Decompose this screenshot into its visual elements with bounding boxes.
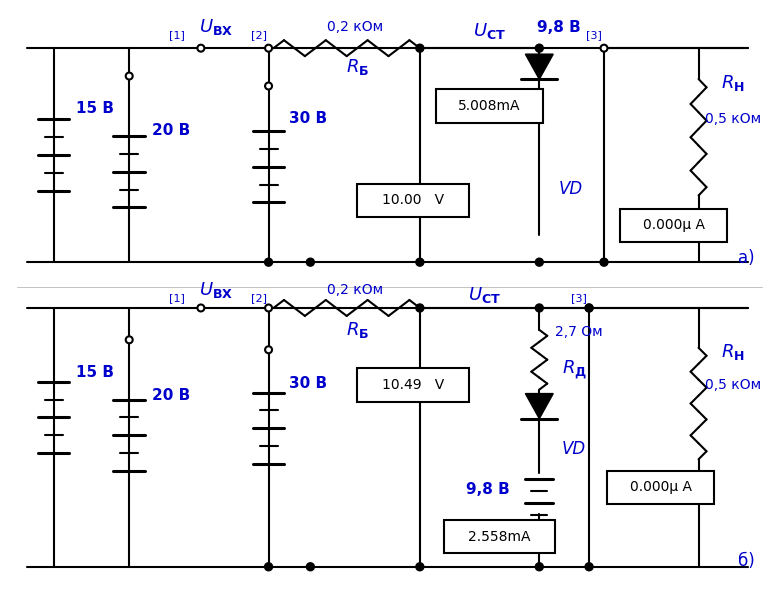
Circle shape bbox=[125, 73, 132, 80]
Text: 0,2 кОм: 0,2 кОм bbox=[327, 20, 383, 34]
Text: а): а) bbox=[738, 249, 755, 267]
Text: 2,7 Ом: 2,7 Ом bbox=[555, 325, 603, 339]
FancyBboxPatch shape bbox=[620, 209, 728, 242]
Circle shape bbox=[535, 563, 543, 571]
Text: 9,8 В: 9,8 В bbox=[466, 482, 509, 497]
Text: 10.49   V: 10.49 V bbox=[382, 377, 444, 392]
Circle shape bbox=[601, 44, 608, 52]
Text: 15 В: 15 В bbox=[76, 101, 115, 116]
FancyBboxPatch shape bbox=[357, 184, 469, 217]
Text: 5.008mA: 5.008mA bbox=[458, 99, 521, 113]
Circle shape bbox=[265, 346, 272, 353]
Text: [3]: [3] bbox=[571, 293, 587, 303]
Text: $R_{\mathbf{Б}}$: $R_{\mathbf{Б}}$ bbox=[346, 57, 368, 77]
Text: $R_{\mathbf{Д}}$: $R_{\mathbf{Д}}$ bbox=[562, 358, 587, 381]
Circle shape bbox=[265, 83, 272, 89]
Text: $R_{\mathbf{Б}}$: $R_{\mathbf{Б}}$ bbox=[346, 320, 368, 340]
FancyBboxPatch shape bbox=[607, 471, 714, 503]
Circle shape bbox=[585, 304, 593, 312]
FancyBboxPatch shape bbox=[435, 89, 543, 123]
Circle shape bbox=[535, 258, 543, 266]
Text: б): б) bbox=[738, 552, 755, 570]
Text: [3]: [3] bbox=[586, 30, 602, 40]
Circle shape bbox=[197, 304, 204, 311]
FancyBboxPatch shape bbox=[357, 368, 469, 401]
Circle shape bbox=[125, 337, 132, 343]
Circle shape bbox=[416, 258, 424, 266]
Text: 20 В: 20 В bbox=[152, 123, 190, 138]
Circle shape bbox=[197, 44, 204, 52]
Circle shape bbox=[535, 304, 543, 312]
Circle shape bbox=[585, 563, 593, 571]
Text: $U_{\mathbf{ВХ}}$: $U_{\mathbf{ВХ}}$ bbox=[199, 17, 233, 37]
Circle shape bbox=[265, 304, 272, 311]
Text: 0,2 кОм: 0,2 кОм bbox=[327, 283, 383, 297]
Text: [1]: [1] bbox=[169, 293, 185, 303]
Circle shape bbox=[416, 44, 424, 52]
Circle shape bbox=[586, 304, 593, 311]
Text: 15 В: 15 В bbox=[76, 365, 115, 380]
Circle shape bbox=[535, 44, 543, 52]
Text: [2]: [2] bbox=[251, 293, 266, 303]
Text: [2]: [2] bbox=[251, 30, 266, 40]
Text: 20 В: 20 В bbox=[152, 388, 190, 403]
Text: $U_{\mathbf{ВХ}}$: $U_{\mathbf{ВХ}}$ bbox=[199, 280, 233, 300]
Circle shape bbox=[265, 44, 272, 52]
Text: $U_{\mathbf{СТ}}$: $U_{\mathbf{СТ}}$ bbox=[473, 21, 506, 41]
Polygon shape bbox=[525, 54, 553, 79]
Text: 0,5 кОм: 0,5 кОм bbox=[705, 112, 761, 126]
FancyBboxPatch shape bbox=[444, 520, 555, 553]
Text: 0.000μ A: 0.000μ A bbox=[629, 480, 692, 494]
Text: 30 В: 30 В bbox=[289, 376, 327, 391]
Text: VD: VD bbox=[562, 440, 587, 458]
Circle shape bbox=[306, 563, 315, 571]
Circle shape bbox=[306, 258, 315, 266]
Text: VD: VD bbox=[559, 179, 583, 197]
Text: 30 В: 30 В bbox=[289, 112, 327, 127]
Circle shape bbox=[416, 304, 424, 312]
Text: $U_{\mathbf{СТ}}$: $U_{\mathbf{СТ}}$ bbox=[468, 285, 501, 305]
Polygon shape bbox=[525, 394, 553, 419]
Text: 9,8 В: 9,8 В bbox=[538, 20, 581, 35]
Text: $R_{\mathbf{Н}}$: $R_{\mathbf{Н}}$ bbox=[721, 73, 746, 93]
Circle shape bbox=[416, 563, 424, 571]
Text: 2.558mA: 2.558mA bbox=[468, 530, 530, 544]
Text: 0,5 кОм: 0,5 кОм bbox=[705, 377, 761, 392]
Text: $R_{\mathbf{Н}}$: $R_{\mathbf{Н}}$ bbox=[721, 342, 746, 362]
Text: [1]: [1] bbox=[169, 30, 185, 40]
Circle shape bbox=[265, 563, 273, 571]
Circle shape bbox=[600, 258, 608, 266]
Circle shape bbox=[265, 258, 273, 266]
Text: 0.000μ A: 0.000μ A bbox=[643, 218, 705, 232]
Text: 10.00   V: 10.00 V bbox=[382, 193, 444, 208]
